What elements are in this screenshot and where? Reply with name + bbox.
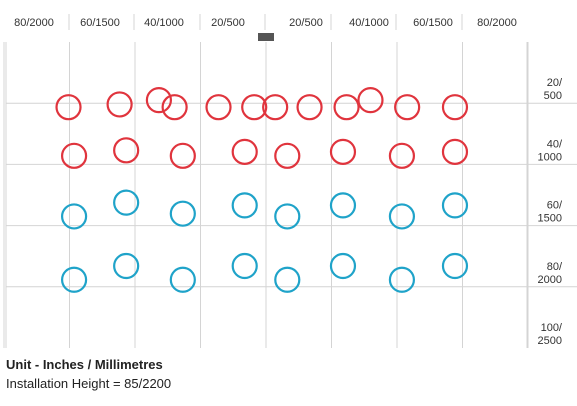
x-tick-label: 40/1000 — [144, 17, 184, 29]
caption-subtitle: Installation Height = 85/2200 — [6, 376, 172, 391]
blue-detection-point — [388, 203, 416, 230]
red-detection-point — [274, 142, 301, 169]
red-detection-point — [262, 94, 289, 121]
blue-detection-point — [169, 266, 196, 293]
red-detection-point — [441, 94, 469, 121]
red-detection-point — [329, 138, 357, 165]
x-tick-label: 60/1500 — [413, 17, 453, 29]
red-detection-point — [55, 94, 82, 121]
red-detection-point — [231, 138, 258, 165]
blue-detection-point — [231, 192, 258, 219]
blue-detection-point — [60, 266, 88, 293]
y-tick-labels: 20/500 40/1000 60/1500 80/2000 100/2500 — [538, 77, 563, 347]
red-detection-point — [113, 137, 140, 164]
detection-points — [55, 87, 469, 293]
red-detection-point — [145, 87, 173, 114]
x-tick-label: 80/2000 — [14, 17, 54, 29]
blue-detection-point — [441, 252, 469, 280]
sensor-marker — [258, 33, 274, 41]
red-detection-point — [169, 142, 196, 169]
y-tick-label: 100/2500 — [538, 322, 563, 347]
red-detection-point — [388, 142, 416, 169]
y-tick-label: 20/500 — [544, 77, 563, 102]
blue-detection-point — [231, 252, 258, 280]
x-tick-label: 40/1000 — [349, 17, 389, 29]
y-tick-label: 80/2000 — [538, 261, 563, 286]
red-detection-point — [241, 94, 268, 121]
blue-detection-point — [113, 189, 140, 216]
blue-detection-point — [113, 252, 140, 280]
red-detection-point — [394, 94, 421, 121]
red-detection-point — [161, 94, 188, 121]
blue-detection-point — [274, 203, 301, 230]
blue-detection-point — [329, 252, 357, 280]
x-tick-label: 80/2000 — [477, 17, 517, 29]
red-detection-point — [441, 138, 469, 165]
red-detection-point — [60, 142, 88, 169]
x-tick-label: 20/500 — [289, 17, 323, 29]
red-detection-point — [333, 94, 360, 121]
y-tick-label: 40/1000 — [538, 138, 563, 163]
blue-detection-point — [169, 200, 196, 227]
blue-detection-point — [441, 192, 469, 219]
x-tick-label: 60/1500 — [80, 17, 120, 29]
y-tick-label: 60/1500 — [538, 200, 563, 225]
blue-detection-point — [329, 192, 357, 219]
x-tick-labels: 80/2000 60/1500 40/1000 20/500 20/500 40/1000… — [14, 14, 517, 30]
blue-detection-point — [388, 266, 416, 293]
caption-title: Unit - Inches / Millimetres — [6, 357, 163, 372]
x-tick-label: 20/500 — [211, 17, 245, 29]
red-detection-point — [296, 94, 323, 121]
red-detection-point — [106, 91, 133, 118]
grid-lines — [3, 42, 577, 348]
red-detection-point — [205, 94, 232, 121]
red-detection-point — [357, 87, 384, 114]
coverage-diagram: 80/2000 60/1500 40/1000 20/500 20/500 40/1000… — [3, 14, 577, 348]
blue-detection-point — [60, 203, 88, 230]
blue-detection-point — [274, 266, 301, 293]
